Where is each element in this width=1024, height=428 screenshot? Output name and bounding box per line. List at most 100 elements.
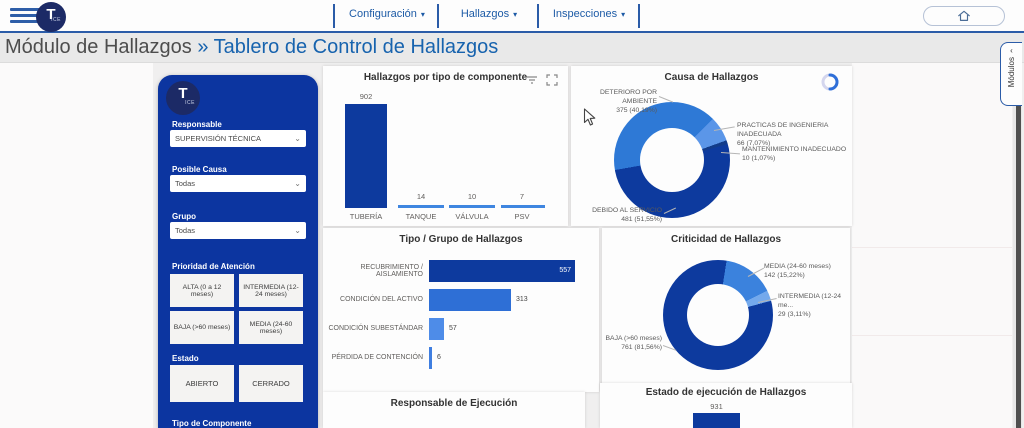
chevron-down-icon: ▾ bbox=[513, 10, 518, 19]
prioridad-baja-button[interactable]: BAJA (>60 meses) bbox=[170, 311, 234, 344]
donut-criticidad[interactable] bbox=[663, 260, 773, 370]
x-axis-label: VÁLVULA bbox=[455, 212, 489, 221]
expand-icon[interactable] bbox=[546, 74, 558, 86]
chart-title: Criticidad de Hallazgos bbox=[670, 234, 782, 245]
menu-hallazgos[interactable]: Hallazgos ▾ bbox=[444, 8, 534, 26]
nav-separator bbox=[333, 4, 335, 28]
refresh-spinner-icon bbox=[821, 73, 839, 91]
chart-title: Estado de ejecución de Hallazgos bbox=[645, 387, 807, 398]
canvas-right-panel bbox=[852, 63, 1012, 428]
bar-condicion-subestandar[interactable] bbox=[429, 317, 444, 340]
bar-psv[interactable] bbox=[501, 205, 545, 208]
bar-value-label: 313 bbox=[516, 296, 528, 303]
filter-icon[interactable] bbox=[526, 74, 538, 86]
canvas-left-margin bbox=[0, 63, 153, 428]
bar-value-label: 931 bbox=[710, 402, 723, 411]
vertical-scrollbar-thumb[interactable] bbox=[1016, 95, 1021, 428]
filter-label-grupo: Grupo bbox=[172, 212, 196, 221]
slice-name: INTERMEDIA (12-24 me... bbox=[778, 293, 842, 309]
bar-value-label: 10 bbox=[467, 192, 477, 201]
bar-value-label: 57 bbox=[449, 325, 457, 332]
slice-value: 761 (81,56%) bbox=[621, 344, 662, 351]
filter-label-responsable: Responsable bbox=[172, 120, 222, 129]
logo-letter: T bbox=[46, 6, 56, 23]
chart-title: Tipo / Grupo de Hallazgos bbox=[399, 234, 523, 245]
prioridad-media-button[interactable]: MEDIA (24-60 meses) bbox=[239, 311, 303, 344]
chart-title: Causa de Hallazgos bbox=[664, 72, 759, 83]
grupo-select[interactable]: Todas ⌄ bbox=[170, 222, 306, 239]
slice-value: 375 (40,19%) bbox=[616, 107, 657, 114]
grupo-value: Todas bbox=[175, 226, 196, 235]
bar-perdida-de-contencion[interactable] bbox=[429, 346, 432, 369]
x-axis-label: PSV bbox=[514, 212, 530, 221]
bar-row: CONDICIÓN SUBESTÁNDAR 57 bbox=[325, 317, 457, 340]
logo-subtext: ICE bbox=[185, 100, 195, 106]
slice-value: 10 (1,07%) bbox=[742, 155, 776, 162]
slice-name: PRACTICAS DE INGENIERIA INADECUADA bbox=[737, 122, 829, 138]
menu-icon[interactable] bbox=[10, 8, 40, 24]
prioridad-alta-button[interactable]: ALTA (0 a 12 meses) bbox=[170, 274, 234, 307]
slice-value: 66 (7,07%) bbox=[737, 140, 771, 147]
menu-inspecciones[interactable]: Inspecciones ▾ bbox=[543, 8, 635, 26]
bar-row: CONDICIÓN DEL ACTIVO 313 bbox=[325, 288, 528, 311]
chart-title: Responsable de Ejecución bbox=[390, 398, 518, 409]
donut-causa[interactable] bbox=[614, 102, 730, 218]
slice-name: DETERIORO POR AMBIENTE bbox=[599, 89, 657, 105]
y-axis-label: CONDICIÓN DEL ACTIVO bbox=[340, 296, 423, 303]
slice-label: BAJA (>60 meses) 761 (81,56%) bbox=[602, 334, 662, 352]
modules-tab-label: Módulos bbox=[1007, 57, 1016, 88]
logo-subtext: ICE bbox=[51, 17, 61, 23]
estado-abierto-button[interactable]: ABIERTO bbox=[170, 365, 234, 402]
menu-hallazgos-label: Hallazgos bbox=[460, 8, 510, 20]
bar-value-label: 7 bbox=[519, 192, 525, 201]
mouse-cursor bbox=[583, 108, 596, 126]
prioridad-intermedia-button[interactable]: INTERMEDIA (12-24 meses) bbox=[239, 274, 303, 307]
bar-tanque[interactable] bbox=[398, 205, 444, 208]
home-icon bbox=[958, 10, 970, 21]
bar-tuberia[interactable] bbox=[345, 104, 387, 208]
menu-configuracion[interactable]: Configuración ▾ bbox=[340, 8, 434, 26]
nav-separator bbox=[537, 4, 539, 28]
chevron-down-icon: ▾ bbox=[420, 10, 425, 19]
home-button[interactable] bbox=[923, 6, 1005, 26]
chart-title: Hallazgos por tipo de componente bbox=[363, 72, 528, 83]
breadcrumb-separator: » bbox=[197, 36, 209, 58]
bar-condicion-del-activo[interactable] bbox=[429, 288, 511, 311]
card-divider bbox=[852, 247, 1012, 248]
bar-valvula[interactable] bbox=[449, 205, 495, 208]
card-criticidad-de-hallazgos: Criticidad de Hallazgos MEDIA (24-60 mes… bbox=[602, 228, 850, 392]
slice-label: DETERIORO POR AMBIENTE 375 (40,19%) bbox=[573, 88, 657, 115]
posible-causa-select[interactable]: Todas ⌄ bbox=[170, 175, 306, 192]
x-axis-label: TUBERÍA bbox=[349, 212, 383, 221]
bar-row: RECUBRIMIENTO / AISLAMIENTO 557 bbox=[325, 259, 575, 282]
chevron-down-icon: ⌄ bbox=[294, 134, 301, 143]
slice-label: MEDIA (24-60 meses) 142 (15,22%) bbox=[764, 262, 850, 280]
card-divider bbox=[852, 335, 1012, 336]
bar-value-label: 14 bbox=[416, 192, 426, 201]
slice-name: MANTENIMIENTO INADECUADO bbox=[742, 146, 847, 153]
bar-recubrimiento-aislamiento[interactable]: 557 bbox=[429, 259, 575, 282]
responsable-select[interactable]: SUPERVISIÓN TÉCNICA ⌄ bbox=[170, 130, 306, 147]
card-tipo-grupo-de-hallazgos: Tipo / Grupo de Hallazgos RECUBRIMIENTO … bbox=[323, 228, 599, 392]
slice-value: 29 (3,11%) bbox=[778, 311, 811, 318]
filter-label-posible-causa: Posible Causa bbox=[172, 165, 227, 174]
slice-label: MANTENIMIENTO INADECUADO 10 (1,07%) bbox=[742, 145, 852, 163]
posible-causa-value: Todas bbox=[175, 179, 196, 188]
nav-separator bbox=[638, 4, 640, 28]
card-causa-de-hallazgos: Causa de Hallazgos DETERIORO POR AMBIENT… bbox=[571, 66, 852, 226]
bar-row: PÉRDIDA DE CONTENCIÓN 6 bbox=[325, 346, 441, 369]
slice-name: MEDIA (24-60 meses) bbox=[764, 263, 831, 270]
modules-tab[interactable]: ‹ Módulos bbox=[1000, 42, 1022, 106]
estado-cerrado-button[interactable]: CERRADO bbox=[239, 365, 303, 402]
prioridad-label: Prioridad de Atención bbox=[172, 262, 255, 271]
chevron-down-icon: ⌄ bbox=[294, 179, 301, 188]
bar-estado[interactable] bbox=[693, 413, 740, 428]
visual-header-icons bbox=[526, 74, 558, 86]
slice-value: 142 (15,22%) bbox=[764, 272, 805, 279]
slice-label: DEBIDO AL SERVICIO 481 (51,55%) bbox=[586, 206, 662, 224]
slice-label: INTERMEDIA (12-24 me... 29 (3,11%) bbox=[778, 292, 850, 319]
tipo-componente-label: Tipo de Componente bbox=[172, 419, 252, 428]
tice-logo: T ICE bbox=[36, 2, 66, 32]
collapse-icon: ‹ bbox=[1010, 46, 1013, 55]
